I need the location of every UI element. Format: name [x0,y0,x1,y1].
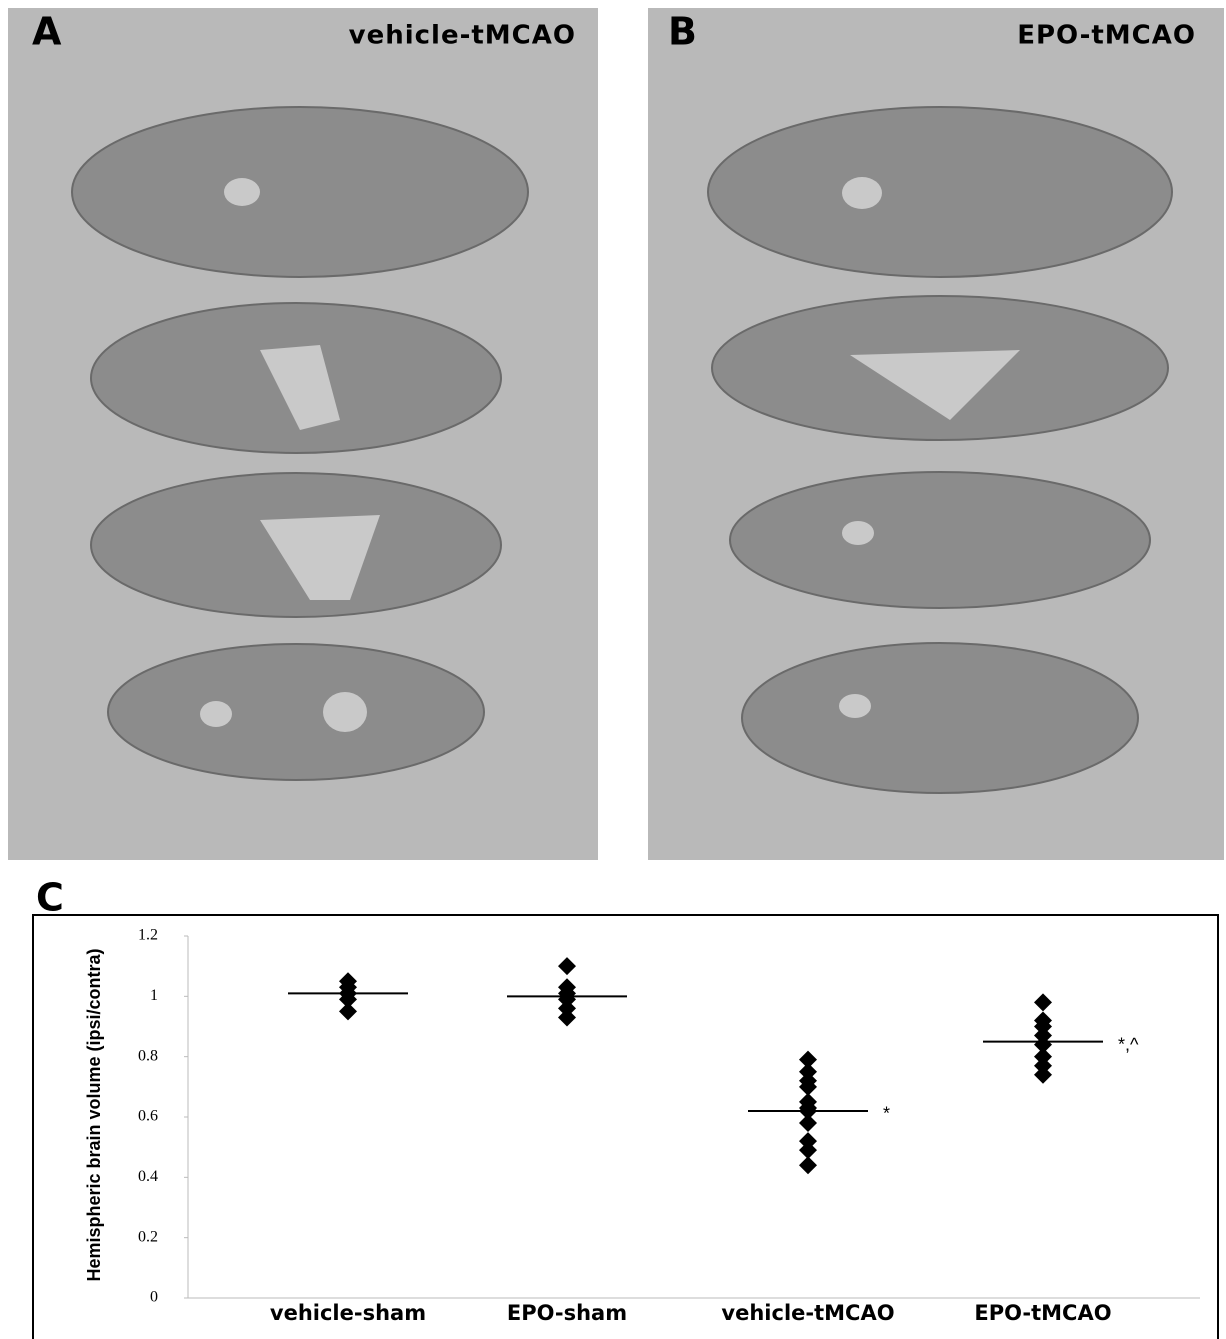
data-point [558,990,576,1009]
x-tick-label: EPO-sham [507,1301,627,1325]
data-point [1034,1056,1052,1075]
panel-title: EPO-tMCAO [1017,21,1196,51]
data-point [799,1114,817,1133]
annotation: * [883,1104,890,1124]
data-point [339,990,357,1009]
y-axis-label: Hemispheric brain volume (ipsi/contra) [84,948,104,1281]
panel-label: C [36,876,64,920]
data-point [799,1132,817,1151]
data-point [558,1008,576,1027]
data-point [1034,1047,1052,1066]
data-point [799,1050,817,1069]
x-tick-label: vehicle-sham [270,1301,426,1325]
y-tick-label: 0.4 [138,1168,158,1185]
y-tick-label: 1.2 [138,927,158,944]
data-point [558,957,576,976]
x-tick-label: EPO-tMCAO [974,1301,1111,1325]
x-tick-label: vehicle-tMCAO [721,1301,894,1325]
panel-title: vehicle-tMCAO [349,21,576,51]
y-tick-label: 0.8 [138,1047,158,1064]
annotation: *,^ [1118,1034,1139,1054]
data-point [1034,1026,1052,1045]
chart-frame [32,914,1219,1339]
y-tick-label: 0.2 [138,1228,158,1245]
y-tick-label: 0.6 [138,1108,158,1125]
data-point [799,1156,817,1175]
y-tick-label: 1 [150,987,158,1004]
data-point [1034,993,1052,1012]
data-point [339,1002,357,1021]
data-point [1034,1017,1052,1036]
brain-sections [71,106,1173,794]
data-point [799,1141,817,1160]
panel-label: B [668,10,697,54]
y-tick-label: 0 [150,1289,158,1306]
data-point [799,1077,817,1096]
data-point [1034,1035,1052,1054]
data-point [1034,1065,1052,1084]
panel-label: A [32,10,62,54]
data-point [799,1062,817,1081]
data-point [558,999,576,1018]
